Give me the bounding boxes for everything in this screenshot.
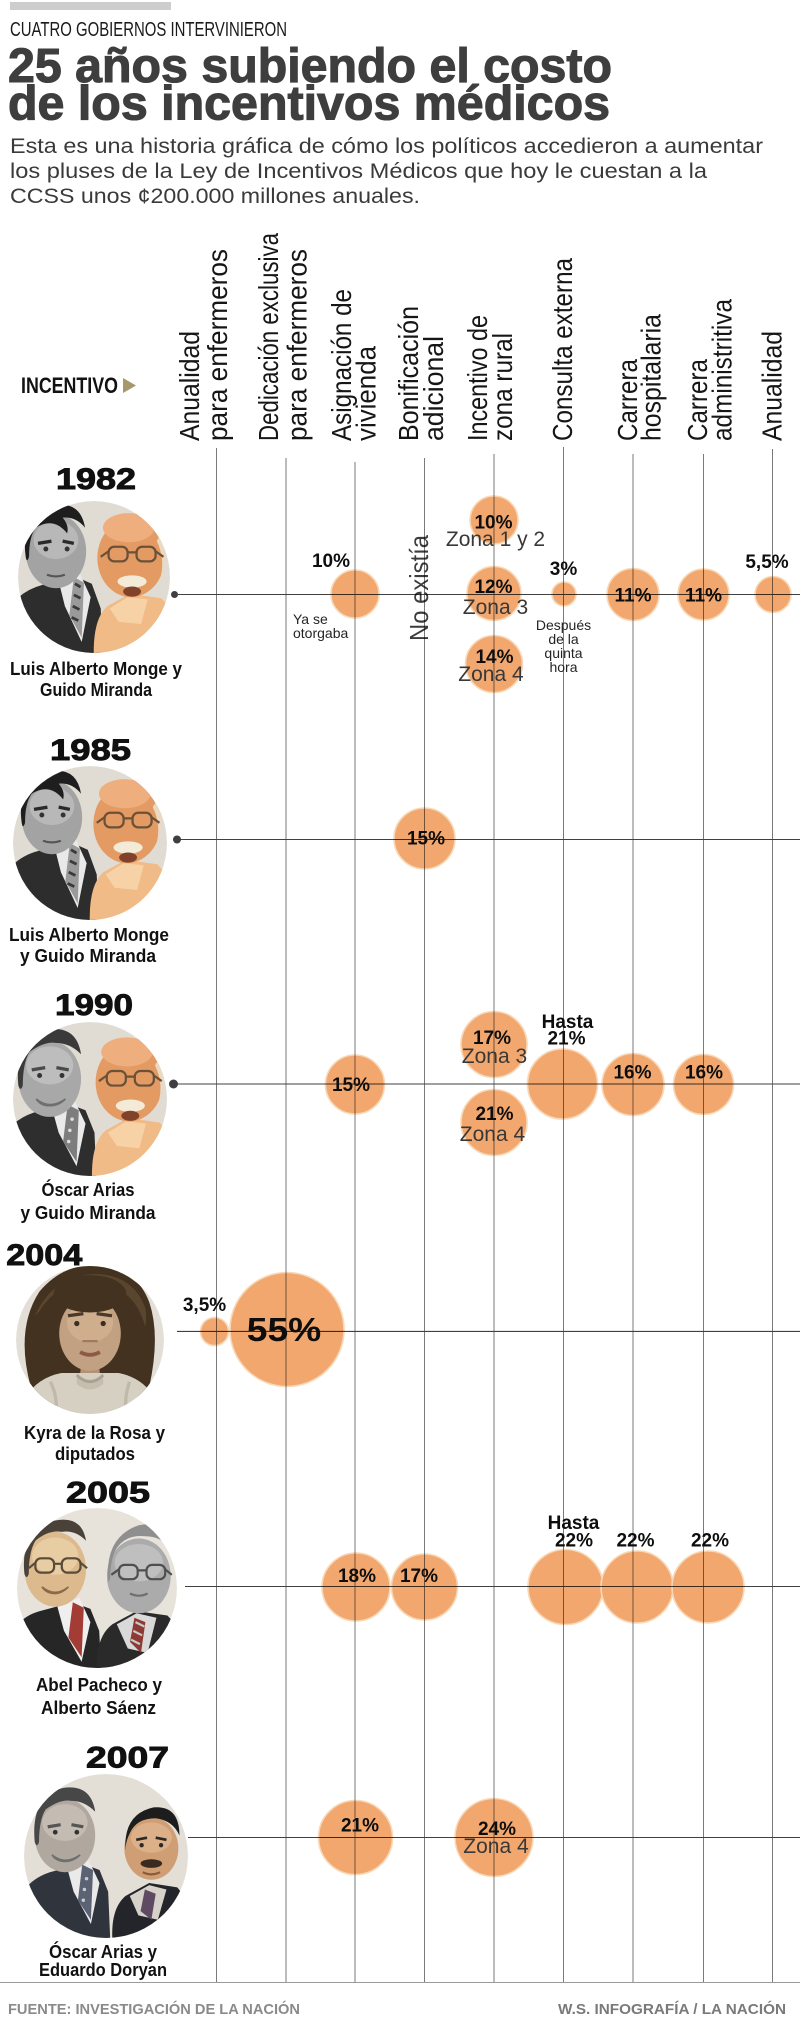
svg-text:24%: 24% bbox=[478, 1819, 516, 1840]
svg-text:hora: hora bbox=[549, 659, 577, 675]
svg-text:No existía: No existía bbox=[404, 535, 434, 641]
svg-text:Alberto Sáenz: Alberto Sáenz bbox=[41, 1698, 156, 1718]
svg-text:16%: 16% bbox=[685, 1063, 723, 1084]
svg-text:de la: de la bbox=[548, 631, 579, 647]
svg-text:2005: 2005 bbox=[66, 1477, 150, 1510]
svg-text:Esta es una historia gráfica d: Esta es una historia gráfica de cómo los… bbox=[10, 135, 763, 158]
svg-text:21%: 21% bbox=[475, 1104, 513, 1125]
svg-text:17%: 17% bbox=[473, 1028, 511, 1049]
svg-text:3%: 3% bbox=[550, 559, 578, 580]
svg-text:5,5%: 5,5% bbox=[745, 552, 788, 573]
svg-text:INCENTIVO: INCENTIVO bbox=[21, 373, 118, 398]
svg-text:administritiva: administritiva bbox=[707, 299, 738, 441]
svg-text:1990: 1990 bbox=[55, 989, 133, 1022]
svg-text:Hasta: Hasta bbox=[542, 1012, 594, 1033]
svg-text:Zona 4: Zona 4 bbox=[458, 663, 524, 686]
svg-text:Zona 4: Zona 4 bbox=[460, 1123, 526, 1146]
svg-text:2004: 2004 bbox=[6, 1239, 82, 1272]
svg-text:Luis Alberto Monge y: Luis Alberto Monge y bbox=[10, 659, 182, 679]
svg-text:21%: 21% bbox=[547, 1029, 585, 1050]
svg-text:Carrera: Carrera bbox=[682, 359, 713, 441]
svg-text:Hasta: Hasta bbox=[548, 1513, 600, 1534]
svg-text:Anualidad: Anualidad bbox=[174, 331, 205, 441]
svg-text:12%: 12% bbox=[474, 577, 512, 598]
svg-text:Zona 4: Zona 4 bbox=[463, 1835, 529, 1858]
svg-text:Óscar Arias y: Óscar Arias y bbox=[49, 1941, 157, 1962]
svg-text:11%: 11% bbox=[615, 586, 652, 607]
svg-text:Luis Alberto Monge: Luis Alberto Monge bbox=[9, 925, 169, 945]
svg-text:1982: 1982 bbox=[56, 463, 136, 496]
svg-text:para enfermeros: para enfermeros bbox=[282, 249, 313, 441]
svg-text:Carrera: Carrera bbox=[612, 359, 643, 441]
svg-text:17%: 17% bbox=[400, 1566, 438, 1587]
svg-text:hospitalaria: hospitalaria bbox=[636, 314, 667, 441]
svg-text:3,5%: 3,5% bbox=[183, 1295, 226, 1316]
svg-text:1985: 1985 bbox=[50, 734, 131, 767]
svg-text:diputados: diputados bbox=[55, 1444, 135, 1464]
svg-text:10%: 10% bbox=[312, 551, 350, 572]
svg-text:adicional: adicional bbox=[418, 336, 449, 441]
svg-text:Zona 3: Zona 3 bbox=[463, 596, 528, 619]
svg-text:10%: 10% bbox=[474, 513, 512, 534]
svg-text:22%: 22% bbox=[616, 1531, 654, 1552]
svg-text:22%: 22% bbox=[691, 1531, 729, 1552]
svg-text:FUENTE: INVESTIGACIÓN DE LA NA: FUENTE: INVESTIGACIÓN DE LA NACIÓN bbox=[8, 2000, 300, 2018]
svg-text:Kyra de la Rosa y: Kyra de la Rosa y bbox=[24, 1423, 165, 1443]
svg-text:quinta: quinta bbox=[544, 645, 582, 661]
svg-text:Óscar Arias: Óscar Arias bbox=[42, 1179, 135, 1200]
svg-text:CUATRO GOBIERNOS INTERVINIERON: CUATRO GOBIERNOS INTERVINIERON bbox=[10, 19, 287, 41]
svg-text:Asignación de: Asignación de bbox=[326, 289, 357, 441]
svg-text:W.S. INFOGRAFÍA / LA NACIÓN: W.S. INFOGRAFÍA / LA NACIÓN bbox=[558, 2000, 786, 2018]
svg-text:Anualidad: Anualidad bbox=[757, 331, 788, 441]
svg-text:Abel Pacheco y: Abel Pacheco y bbox=[36, 1675, 162, 1695]
svg-text:CCSS unos ¢200.000 millones an: CCSS unos ¢200.000 millones anuales. bbox=[10, 185, 420, 208]
svg-text:Bonificación: Bonificación bbox=[393, 306, 424, 441]
svg-text:Eduardo Doryan: Eduardo Doryan bbox=[39, 1960, 167, 1980]
svg-text:16%: 16% bbox=[613, 1063, 651, 1084]
svg-text:55%: 55% bbox=[247, 1311, 322, 1348]
svg-text:y Guido Miranda: y Guido Miranda bbox=[20, 946, 157, 966]
svg-text:Consulta externa: Consulta externa bbox=[547, 258, 578, 441]
svg-text:Zona 3: Zona 3 bbox=[462, 1045, 527, 1068]
svg-text:los pluses de la Ley de Incent: los pluses de la Ley de Incentivos Médic… bbox=[10, 160, 707, 183]
svg-text:zona rural: zona rural bbox=[487, 333, 518, 441]
svg-text:14%: 14% bbox=[475, 647, 513, 668]
svg-text:Ya se: Ya se bbox=[293, 611, 328, 627]
svg-text:para enfermeros: para enfermeros bbox=[202, 249, 233, 441]
svg-text:21%: 21% bbox=[341, 1816, 379, 1837]
svg-text:Guido Miranda: Guido Miranda bbox=[40, 680, 153, 700]
svg-text:otorgaba: otorgaba bbox=[293, 625, 348, 641]
svg-text:15%: 15% bbox=[332, 1075, 370, 1096]
svg-text:22%: 22% bbox=[555, 1531, 593, 1552]
svg-text:18%: 18% bbox=[338, 1566, 376, 1587]
svg-text:vivienda: vivienda bbox=[351, 346, 382, 441]
svg-text:11%: 11% bbox=[685, 586, 722, 607]
svg-text:Después: Después bbox=[536, 617, 591, 633]
svg-text:Dedicación exclusiva: Dedicación exclusiva bbox=[253, 233, 284, 441]
svg-text:de los incentivos médicos: de los incentivos médicos bbox=[8, 78, 610, 131]
svg-text:Zona 1 y 2: Zona 1 y 2 bbox=[446, 528, 545, 551]
svg-text:2007: 2007 bbox=[86, 1742, 169, 1775]
svg-text:Incentivo de: Incentivo de bbox=[462, 315, 493, 441]
svg-text:y Guido Miranda: y Guido Miranda bbox=[21, 1203, 157, 1223]
svg-text:25 años subiendo el costo: 25 años subiendo el costo bbox=[8, 40, 612, 93]
svg-text:15%: 15% bbox=[407, 829, 445, 850]
